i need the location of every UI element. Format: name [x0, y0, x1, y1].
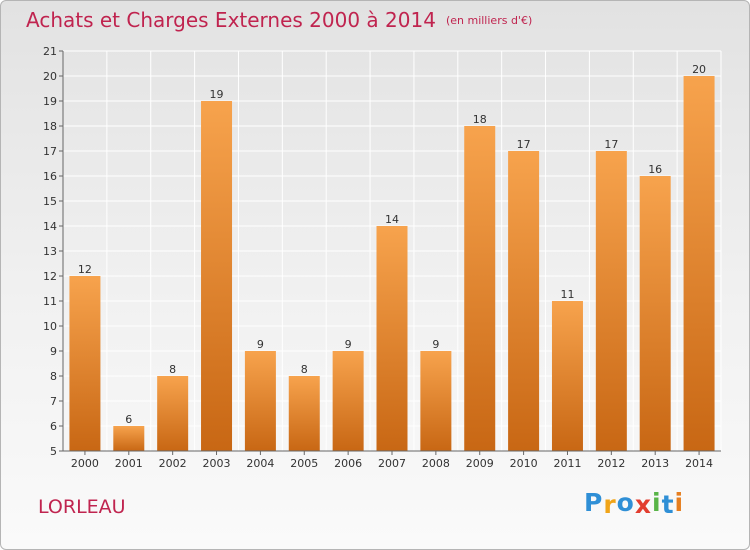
y-tick-label: 11	[43, 295, 57, 308]
data-label: 6	[125, 413, 132, 426]
y-tick-label: 14	[43, 220, 57, 233]
data-label: 11	[560, 288, 574, 301]
bar-2007	[376, 226, 408, 451]
x-tick-label: 2012	[597, 457, 625, 470]
proxiti-logo: Proxiti	[584, 488, 685, 519]
x-tick-label: 2005	[290, 457, 318, 470]
y-tick-label: 10	[43, 320, 57, 333]
bar-2003	[201, 101, 233, 451]
data-label: 9	[432, 338, 439, 351]
x-tick-label: 2000	[71, 457, 99, 470]
x-tick-label: 2002	[159, 457, 187, 470]
x-tick-label: 2011	[553, 457, 581, 470]
data-label: 19	[210, 88, 224, 101]
title-text: Achats et Charges Externes 2000 à 2014	[26, 8, 436, 32]
title-unit: (en milliers d'€)	[445, 14, 533, 27]
y-tick-label: 9	[50, 345, 57, 358]
data-label: 17	[604, 138, 618, 151]
commune-name: LORLEAU	[38, 496, 126, 518]
logo-letter: i	[674, 488, 685, 517]
bar-2000	[69, 276, 101, 451]
data-label: 9	[257, 338, 264, 351]
data-label: 18	[473, 113, 487, 126]
bar-2010	[508, 151, 540, 451]
y-tick-label: 16	[43, 170, 57, 183]
x-tick-label: 2014	[685, 457, 713, 470]
y-tick-label: 8	[50, 370, 57, 383]
logo-letter: t	[661, 490, 675, 519]
y-tick-label: 5	[50, 445, 57, 458]
data-label: 17	[517, 138, 531, 151]
x-tick-label: 2009	[466, 457, 494, 470]
logo-letter: i	[652, 488, 662, 517]
y-tick-label: 18	[43, 120, 57, 133]
data-label: 8	[169, 363, 176, 376]
data-label: 12	[78, 263, 92, 276]
x-tick-label: 2001	[115, 457, 143, 470]
data-label: 16	[648, 163, 662, 176]
data-label: 9	[345, 338, 352, 351]
y-tick-label: 6	[50, 420, 57, 433]
x-tick-label: 2006	[334, 457, 362, 470]
y-tick-label: 19	[43, 95, 57, 108]
logo-letter: r	[603, 490, 617, 519]
x-tick-label: 2007	[378, 457, 406, 470]
x-tick-label: 2003	[203, 457, 231, 470]
bar-2014	[683, 76, 715, 451]
y-tick-label: 20	[43, 70, 57, 83]
y-tick-label: 15	[43, 195, 57, 208]
bar-2009	[464, 126, 496, 451]
y-tick-label: 12	[43, 270, 57, 283]
logo-letter: o	[616, 488, 635, 517]
bar-2012	[595, 151, 627, 451]
data-label: 8	[301, 363, 308, 376]
x-tick-label: 2013	[641, 457, 669, 470]
x-tick-label: 2008	[422, 457, 450, 470]
bar-2005	[288, 376, 320, 451]
chart-title: Achats et Charges Externes 2000 à 2014 (e…	[26, 8, 532, 32]
logo-letter: P	[584, 488, 604, 517]
data-label: 20	[692, 63, 706, 76]
bar-2013	[639, 176, 671, 451]
y-tick-label: 21	[43, 45, 57, 58]
bar-2002	[157, 376, 189, 451]
bar-2004	[244, 351, 276, 451]
bar-2006	[332, 351, 364, 451]
y-tick-label: 13	[43, 245, 57, 258]
bar-2008	[420, 351, 452, 451]
x-tick-label: 2004	[246, 457, 274, 470]
bar-2011	[551, 301, 583, 451]
data-label: 14	[385, 213, 399, 226]
logo-letter: x	[634, 490, 652, 519]
bar-2001	[113, 426, 145, 451]
x-tick-label: 2010	[510, 457, 538, 470]
y-tick-label: 17	[43, 145, 57, 158]
y-tick-label: 7	[50, 395, 57, 408]
